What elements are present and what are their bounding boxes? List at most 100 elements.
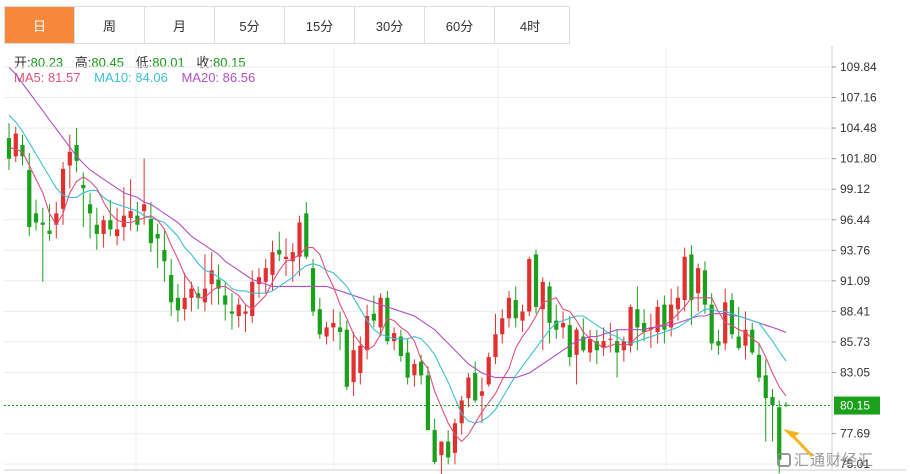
candle-body-33 <box>229 311 235 314</box>
ma5-line <box>8 146 787 443</box>
tab-4[interactable]: 15分 <box>285 7 355 43</box>
candle-body-95 <box>648 327 653 330</box>
candle-body-21 <box>148 219 153 244</box>
candle-body-6 <box>47 230 52 234</box>
candle-body-94 <box>642 322 647 332</box>
logo-icon <box>776 453 791 467</box>
ma20-legend: MA20: 86.56 <box>181 70 256 85</box>
candle-body-0 <box>6 138 12 159</box>
tab-2[interactable]: 月 <box>145 7 215 43</box>
candle-body-90 <box>614 341 620 353</box>
candle-body-40 <box>277 249 282 255</box>
high-value: 80.45 <box>91 55 124 70</box>
candle-body-59 <box>405 352 410 378</box>
tab-3[interactable]: 5分 <box>215 7 285 43</box>
y-tick-label-8: 88.41 <box>840 304 870 318</box>
candle-body-18 <box>128 211 133 218</box>
candle-body-69 <box>473 373 478 401</box>
candle-body-61 <box>419 361 424 376</box>
close-value: 80.15 <box>213 55 246 70</box>
candle-body-44 <box>304 213 309 257</box>
y-tick-label-2: 104.48 <box>840 121 877 135</box>
candle-body-105 <box>716 341 721 346</box>
candle-body-63 <box>432 430 437 463</box>
candle-body-10 <box>74 144 79 161</box>
tab-7[interactable]: 4时 <box>519 18 541 34</box>
candle-body-9 <box>67 151 72 166</box>
tab-6[interactable]: 60分 <box>425 7 495 43</box>
candle-body-102 <box>696 268 701 294</box>
last-price-box <box>834 396 880 415</box>
candle-body-111 <box>756 354 762 378</box>
candle-body-26 <box>182 297 187 310</box>
candle-body-46 <box>317 309 322 335</box>
candle-body-53 <box>364 316 370 351</box>
candle-body-62 <box>425 375 431 431</box>
candle-body-14 <box>101 220 106 234</box>
period-tabs: 日周月 5分 15分 30分 60分 4时 <box>4 6 570 44</box>
candle-body-74 <box>506 297 512 319</box>
candle-body-54 <box>371 313 376 321</box>
candle-body-20 <box>142 204 147 212</box>
candle-body-89 <box>608 338 613 340</box>
candle-body-77 <box>527 259 532 312</box>
candle-body-107 <box>729 300 735 335</box>
candle-body-49 <box>337 327 343 332</box>
candle-body-42 <box>290 252 295 262</box>
candle-body-57 <box>392 333 397 342</box>
candle-body-112 <box>763 375 768 399</box>
candle-body-87 <box>594 341 599 351</box>
candle-body-64 <box>439 441 444 456</box>
y-tick-label-5: 96.44 <box>840 213 870 227</box>
candle-body-66 <box>452 423 458 453</box>
candle-body-92 <box>628 306 633 346</box>
last-price-label: 80.15 <box>840 399 870 413</box>
candle-body-60 <box>412 363 417 376</box>
candle-body-23 <box>162 249 167 262</box>
y-tick-label-10: 83.05 <box>840 365 870 379</box>
candle-body-114 <box>777 407 782 460</box>
candle-body-47 <box>324 327 329 337</box>
candle-body-5 <box>40 222 45 225</box>
candle-body-76 <box>520 311 525 321</box>
close-label: 收: <box>196 55 214 70</box>
candle-body-24 <box>169 274 174 303</box>
candle-body-12 <box>87 204 93 214</box>
y-tick-label-9: 85.73 <box>840 335 870 349</box>
tab-1[interactable]: 周 <box>75 7 145 43</box>
candle-body-110 <box>750 329 755 353</box>
candle-body-68 <box>466 377 471 399</box>
candle-body-71 <box>486 357 491 385</box>
ma10-legend: MA10: 84.06 <box>94 70 168 85</box>
tab-5[interactable]: 30分 <box>355 7 425 43</box>
ma20-line <box>8 67 787 379</box>
tab-0[interactable]: 日 <box>5 7 75 43</box>
candle-body-43 <box>297 222 302 257</box>
candle-body-35 <box>243 311 248 314</box>
candle-body-16 <box>115 229 120 237</box>
candle-body-25 <box>175 297 181 311</box>
annotation-arrow-shaft <box>790 433 814 458</box>
candle-body-27 <box>189 288 194 298</box>
candle-body-58 <box>398 336 403 356</box>
low-label: 低: <box>135 55 153 70</box>
low-value: 80.01 <box>152 55 185 70</box>
candle-body-82 <box>560 322 566 328</box>
candle-body-72 <box>493 334 498 358</box>
candle-body-113 <box>770 397 775 405</box>
y-tick-label-11: 77.69 <box>840 427 870 441</box>
candle-body-38 <box>263 268 268 282</box>
candle-body-75 <box>513 300 518 319</box>
open-label: 开: <box>14 55 31 70</box>
candle-body-8 <box>60 168 66 209</box>
ma5-legend: MA5: 81.57 <box>14 70 81 85</box>
candle-body-31 <box>216 279 221 289</box>
candle-body-100 <box>682 256 687 301</box>
candle-body-39 <box>270 252 275 275</box>
y-tick-label-6: 93.76 <box>840 243 870 257</box>
ma10-line <box>8 114 787 424</box>
annotation-arrow-head <box>783 429 800 438</box>
candle-body-73 <box>500 318 505 335</box>
candle-body-32 <box>223 295 228 305</box>
